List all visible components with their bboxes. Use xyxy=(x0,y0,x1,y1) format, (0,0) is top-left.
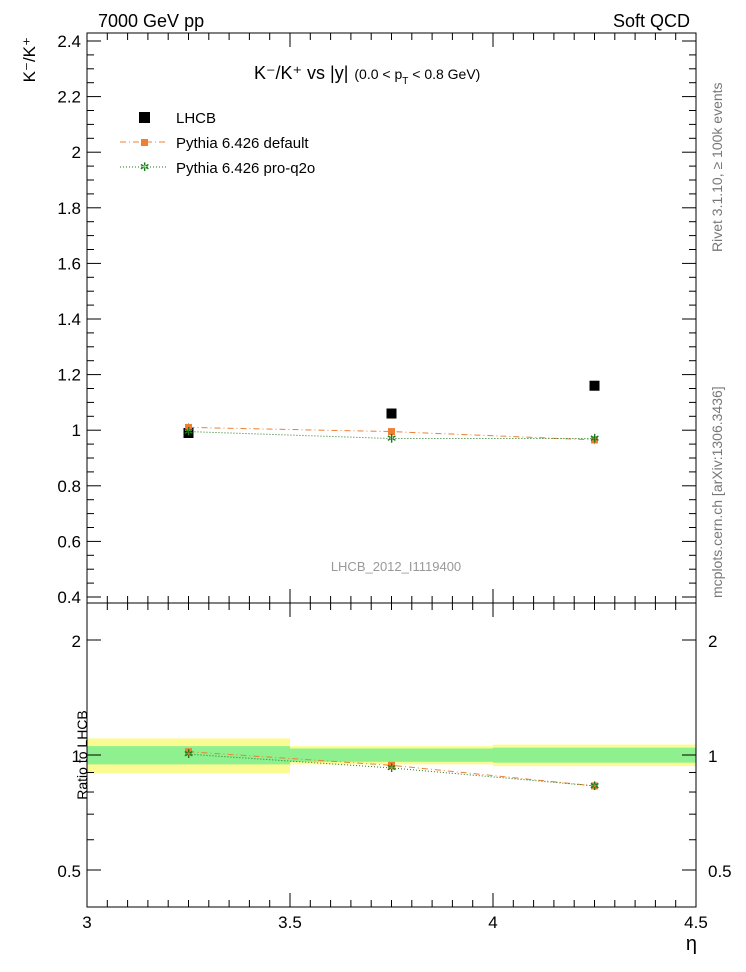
legend-marker-pythia-default xyxy=(141,139,148,146)
main-y-tick-label: 0.4 xyxy=(57,588,81,607)
main-data-point-pythia-proq2o: ✲ xyxy=(386,432,396,446)
main-y-tick-label: 2.4 xyxy=(57,32,81,51)
main-y-tick-labels: 0.4 0.6 0.8 1 1.2 1.4 1.6 1.8 2 2.2 2.4 xyxy=(57,32,81,607)
x-axis-label: η xyxy=(686,933,697,955)
main-y-tick-label: 2.2 xyxy=(57,88,81,107)
ratio-band-inner xyxy=(290,748,493,762)
x-tick-label: 4.5 xyxy=(684,913,708,932)
mcplots-label: mcplots.cern.ch [arXiv:1306.3436] xyxy=(709,386,725,598)
ratio-y-tick-label: 0.5 xyxy=(57,862,81,881)
main-y-tick-label: 0.6 xyxy=(57,532,81,551)
main-panel: 0.4 0.6 0.8 1 1.2 1.4 1.6 1.8 2 2.2 2.4 ✲ ✲ ✲ K⁻/K⁺ … xyxy=(20,32,697,607)
ratio-axis-ticks xyxy=(86,603,697,907)
main-data-point-pythia-proq2o: ✲ xyxy=(589,432,599,446)
main-data-point-pythia-proq2o: ✲ xyxy=(183,425,193,439)
ratio-series-line xyxy=(188,751,595,787)
ratio-panel: ✲ ✲ ✲ 0.5 0.5 1 1 2 2 3 3.5 4 4.5 Ratio to LHCB η xyxy=(57,602,732,955)
legend: LHCB Pythia 6.426 default ✲ Pythia 6.426… xyxy=(120,110,315,177)
main-data-point-pythia-default xyxy=(388,428,395,436)
main-data-point-lhcb xyxy=(386,408,397,419)
analysis-id: LHCB_2012_I1119400 xyxy=(331,559,461,574)
energy-label: 7000 GeV pp xyxy=(98,11,204,31)
ratio-uncertainty-bands xyxy=(87,738,696,774)
main-y-tick-label: 1.6 xyxy=(57,254,81,273)
ratio-series-lines xyxy=(188,751,595,787)
x-tick-label: 3.5 xyxy=(278,913,302,932)
legend-marker-pythia-proq2o: ✲ xyxy=(139,160,149,174)
chart-title: K⁻/K⁺ vs |y| (0.0 < pT < 0.8 GeV) xyxy=(254,63,480,87)
legend-marker-lhcb xyxy=(139,112,150,123)
ratio-band-inner xyxy=(493,747,696,763)
x-tick-label: 4 xyxy=(488,913,497,932)
process-label: Soft QCD xyxy=(613,11,690,31)
ratio-y-tick-label-right: 1 xyxy=(708,747,717,766)
main-y-tick-label: 0.8 xyxy=(57,477,81,496)
main-series-line xyxy=(188,426,595,441)
x-tick-label: 3 xyxy=(82,913,91,932)
rivet-label: Rivet 3.1.10, ≥ 100k events xyxy=(709,82,725,252)
legend-label-lhcb: LHCB xyxy=(176,110,216,127)
main-y-tick-label: 1.2 xyxy=(57,366,81,385)
legend-label-pythia-proq2o: Pythia 6.426 pro-q2o xyxy=(176,160,315,177)
legend-label-pythia-default: Pythia 6.426 default xyxy=(176,135,309,152)
ratio-point-pythia-default xyxy=(185,748,192,756)
ratio-y-tick-label: 1 xyxy=(72,747,81,766)
main-data-points: ✲ ✲ ✲ xyxy=(183,380,600,446)
x-tick-labels: 3 3.5 4 4.5 xyxy=(82,913,708,932)
main-y-tick-label: 1.4 xyxy=(57,310,81,329)
main-y-tick-label: 1 xyxy=(72,421,81,440)
ratio-series-line xyxy=(188,753,595,787)
ratio-y-tick-label-right: 2 xyxy=(708,632,717,651)
main-series-lines xyxy=(188,426,595,441)
main-data-point-lhcb xyxy=(589,380,600,391)
main-y-tick-label: 1.8 xyxy=(57,199,81,218)
ratio-point-pythia-default xyxy=(591,782,598,790)
ratio-point-pythia-proq2o: ✲ xyxy=(386,761,396,775)
ratio-frame xyxy=(86,602,697,908)
ratio-point-pythia-proq2o: ✲ xyxy=(589,779,599,793)
ratio-y-tick-label-right: 0.5 xyxy=(708,862,732,881)
ratio-y-axis-label: Ratio to LHCB xyxy=(74,710,90,799)
ratio-y-tick-labels: 0.5 0.5 1 1 2 2 xyxy=(57,632,731,881)
ratio-band-inner xyxy=(87,746,290,765)
main-y-axis-label: K⁻/K⁺ xyxy=(20,37,39,82)
ratio-data-points: ✲ ✲ ✲ xyxy=(183,747,599,793)
ratio-point-pythia-default xyxy=(388,761,395,769)
ratio-point-pythia-proq2o: ✲ xyxy=(183,747,193,761)
main-y-tick-label: 2 xyxy=(72,143,81,162)
ratio-y-tick-label: 2 xyxy=(72,632,81,651)
main-data-point-pythia-default xyxy=(185,423,192,431)
